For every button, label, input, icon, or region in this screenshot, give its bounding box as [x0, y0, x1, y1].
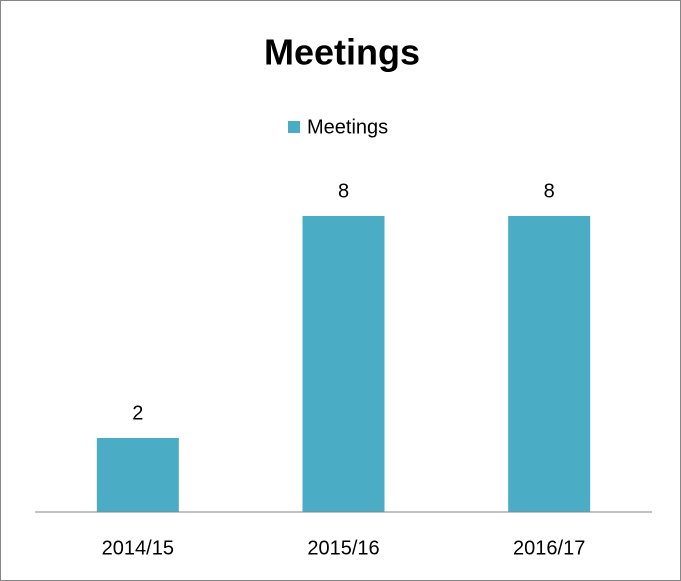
bar [302, 216, 385, 512]
x-tick-label: 2015/16 [307, 537, 379, 559]
x-tick-label: 2014/15 [102, 537, 174, 559]
chart-title: Meetings [264, 32, 420, 73]
legend-swatch [288, 121, 300, 133]
data-label: 8 [338, 180, 349, 202]
x-tick-label: 2016/17 [513, 537, 585, 559]
legend-label: Meetings [307, 116, 388, 138]
data-label: 2 [132, 402, 143, 424]
bar [96, 438, 179, 512]
bar [508, 216, 591, 512]
data-label: 8 [544, 180, 555, 202]
